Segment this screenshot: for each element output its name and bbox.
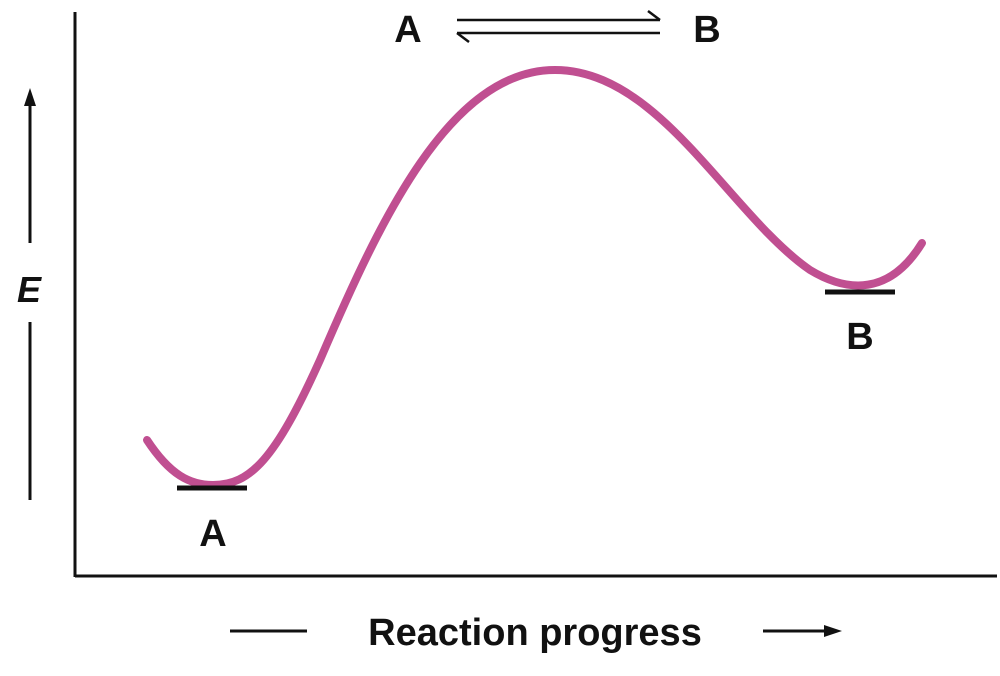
x-axis-title: Reaction progress bbox=[368, 612, 702, 654]
equation-reactant: A bbox=[394, 9, 421, 51]
energy-arrow-head bbox=[24, 88, 36, 106]
equilibrium-arrows-icon bbox=[456, 10, 661, 43]
reactant-label: A bbox=[199, 513, 226, 555]
y-axis-title: E bbox=[17, 269, 42, 310]
product-label: B bbox=[846, 316, 873, 358]
progress-arrow-icon bbox=[824, 625, 842, 637]
energy-curve bbox=[143, 65, 926, 490]
equation-product: B bbox=[693, 9, 720, 51]
